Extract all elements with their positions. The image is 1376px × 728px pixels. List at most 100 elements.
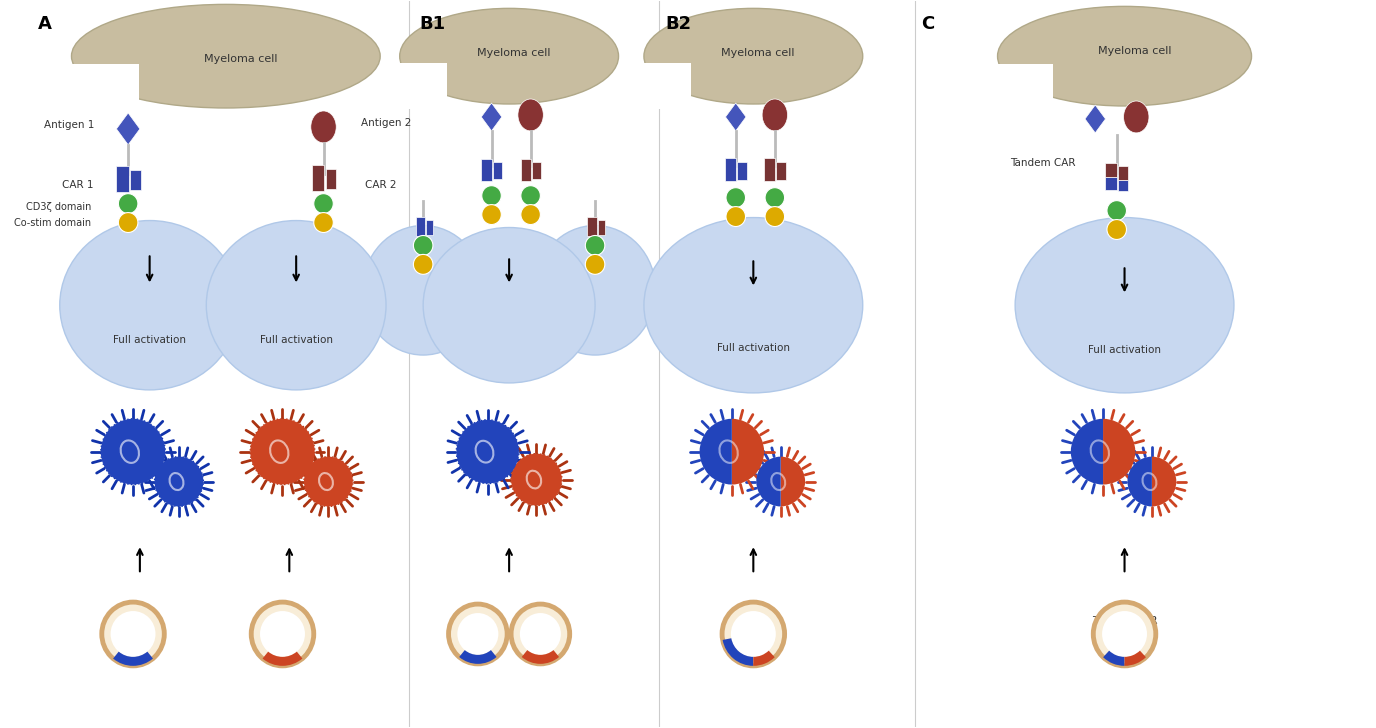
Bar	[1119, 166, 1128, 180]
Circle shape	[1094, 602, 1156, 666]
Text: Myeloma cell: Myeloma cell	[1098, 46, 1171, 56]
Ellipse shape	[762, 99, 787, 131]
Circle shape	[110, 611, 155, 657]
Circle shape	[304, 456, 352, 507]
Wedge shape	[699, 419, 732, 485]
Wedge shape	[1071, 419, 1104, 485]
Text: construct: construct	[257, 632, 307, 642]
Bar	[776, 162, 786, 180]
Circle shape	[585, 235, 605, 256]
Text: CAR 1: CAR 1	[62, 180, 94, 190]
Text: Antigen 1: Antigen 1	[44, 120, 94, 130]
Circle shape	[482, 205, 501, 224]
Circle shape	[727, 207, 746, 226]
Circle shape	[252, 602, 314, 666]
Text: Myeloma cell: Myeloma cell	[477, 48, 550, 58]
Text: B2: B2	[666, 15, 692, 33]
Polygon shape	[117, 113, 140, 145]
Circle shape	[110, 428, 157, 475]
Circle shape	[765, 207, 784, 226]
Text: #1: #1	[125, 645, 140, 655]
Circle shape	[510, 454, 561, 505]
Ellipse shape	[206, 221, 387, 390]
Circle shape	[259, 428, 305, 475]
Text: Tandem CAR: Tandem CAR	[1010, 158, 1076, 167]
Text: construct: construct	[729, 642, 777, 652]
Ellipse shape	[1015, 218, 1234, 393]
Text: CD3ζ domain: CD3ζ domain	[26, 202, 91, 212]
Circle shape	[510, 604, 570, 664]
Bar	[764, 158, 776, 181]
Text: Full activation: Full activation	[260, 335, 333, 345]
Bar	[494, 162, 502, 179]
Bar	[533, 162, 541, 179]
Text: Full activation: Full activation	[472, 338, 546, 348]
Circle shape	[522, 205, 541, 224]
Wedge shape	[263, 652, 303, 666]
Text: Myeloma cell: Myeloma cell	[204, 54, 277, 64]
Circle shape	[260, 611, 305, 657]
Bar	[326, 169, 336, 189]
Ellipse shape	[424, 228, 594, 383]
Circle shape	[118, 194, 138, 213]
Text: Full activation: Full activation	[717, 343, 790, 353]
Text: CAR 2: CAR 2	[365, 180, 396, 190]
Circle shape	[1106, 201, 1127, 221]
Circle shape	[250, 419, 315, 485]
Text: Full activation: Full activation	[113, 335, 186, 345]
Circle shape	[314, 194, 333, 213]
Circle shape	[413, 235, 433, 256]
Bar	[1119, 180, 1128, 191]
Text: #1: #1	[471, 644, 486, 654]
Wedge shape	[460, 650, 497, 664]
Circle shape	[731, 611, 776, 657]
Circle shape	[1106, 220, 1127, 240]
Circle shape	[154, 456, 204, 507]
Polygon shape	[482, 103, 502, 131]
Circle shape	[311, 464, 345, 499]
Bar	[520, 159, 531, 181]
Circle shape	[100, 419, 165, 485]
Circle shape	[161, 464, 197, 499]
Circle shape	[1102, 611, 1148, 657]
Circle shape	[722, 602, 784, 666]
Text: CAR: CAR	[271, 619, 293, 629]
Text: construct: construct	[453, 631, 502, 641]
Circle shape	[457, 420, 519, 483]
Bar	[116, 166, 129, 191]
Ellipse shape	[998, 7, 1252, 106]
Ellipse shape	[517, 99, 544, 131]
Text: Co-stim domain: Co-stim domain	[14, 218, 91, 228]
Wedge shape	[1104, 651, 1124, 666]
Bar	[398, 63, 447, 109]
Bar	[482, 159, 493, 181]
Circle shape	[522, 186, 541, 205]
Bar	[425, 220, 433, 234]
Circle shape	[102, 602, 164, 666]
Wedge shape	[1127, 456, 1152, 507]
Wedge shape	[757, 456, 780, 507]
Polygon shape	[1084, 105, 1105, 133]
Bar	[70, 64, 139, 113]
Text: #2: #2	[533, 644, 548, 654]
Text: construct: construct	[1099, 642, 1149, 652]
Ellipse shape	[311, 111, 336, 143]
Text: construct: construct	[109, 632, 158, 642]
Bar	[725, 158, 736, 181]
Text: CAR: CAR	[466, 619, 488, 629]
Wedge shape	[522, 650, 559, 664]
Bar	[416, 217, 425, 236]
Ellipse shape	[534, 226, 655, 355]
Ellipse shape	[644, 8, 863, 104]
Text: C: C	[922, 15, 934, 33]
Wedge shape	[722, 638, 753, 666]
Wedge shape	[732, 419, 764, 485]
Circle shape	[449, 604, 508, 664]
Bar	[996, 63, 1053, 111]
Text: Antigen 2: Antigen 2	[361, 118, 411, 128]
Circle shape	[118, 213, 138, 232]
Text: construct: construct	[516, 631, 566, 641]
Text: A: A	[39, 15, 52, 33]
Circle shape	[482, 186, 501, 205]
Wedge shape	[113, 652, 153, 666]
